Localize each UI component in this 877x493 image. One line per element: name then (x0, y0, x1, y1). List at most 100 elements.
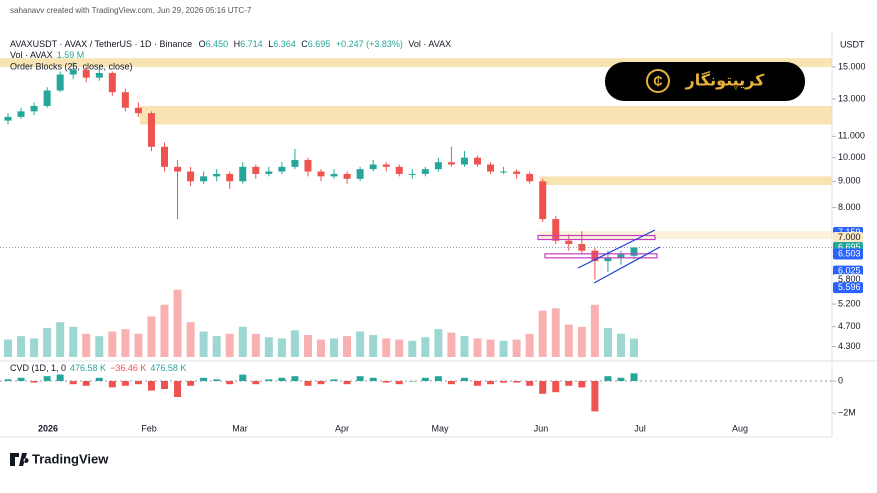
cvd-bar (56, 374, 64, 381)
volume-bar (251, 333, 260, 357)
candle-body (460, 157, 468, 165)
volume-bar (147, 316, 156, 357)
candle-body (161, 146, 168, 167)
volume-bar (369, 334, 378, 357)
order-block (537, 234, 656, 241)
candle-body (43, 90, 51, 106)
cvd-bar (226, 381, 234, 385)
cvd-bar (239, 374, 247, 381)
o-value: 6.450 (206, 39, 229, 49)
volume-bar (499, 340, 508, 357)
order-block (544, 253, 658, 259)
cvd-bar (121, 381, 129, 386)
cvd-bar (474, 381, 481, 386)
volume-bar (395, 339, 404, 357)
price-tag (833, 282, 863, 294)
brand: TradingView (10, 451, 109, 466)
y-tick-label: 10.000 (838, 152, 866, 162)
cvd-legend: CVD (1D, 1, 0 476.58 K −36.46 K 476.58 K (10, 363, 186, 373)
volume-bar (4, 339, 12, 357)
candle-body (356, 169, 364, 179)
volume-bar (173, 289, 182, 357)
cvd-bar (526, 381, 534, 386)
vol-key: Vol · AVAX (10, 50, 53, 60)
candle-body (539, 181, 547, 220)
price-tag (833, 232, 863, 244)
candle-body (134, 107, 142, 114)
cvd-bar (161, 381, 168, 389)
candle-body (147, 113, 155, 147)
candle-body (408, 173, 416, 175)
candle-body (174, 166, 182, 172)
channel-upper (577, 229, 656, 269)
volume-bar (69, 326, 78, 357)
cvd-bar (382, 381, 390, 383)
volume-bar (30, 338, 39, 357)
symbol-legend: AVAXUSDT · AVAX / TetherUS · 1D · Binanc… (10, 39, 451, 49)
brand-icon (10, 453, 29, 466)
candle-body (474, 157, 481, 165)
cvd-bar (4, 379, 12, 381)
l-value: 6.364 (273, 39, 296, 49)
volume-bar (108, 331, 117, 357)
cvd-bar (369, 377, 377, 381)
cvd-bar (513, 381, 521, 383)
cvd-bar (617, 377, 625, 381)
volume-bar (95, 336, 104, 357)
x-tick-label: Jul (634, 423, 646, 433)
price-tag-label: 6.025 (838, 265, 861, 275)
candle-body (617, 254, 625, 258)
candle-body (82, 69, 90, 78)
change: +0.247 (+3.83%) (336, 39, 403, 49)
volume-bar (577, 326, 586, 357)
price-tag-label: 5.596 (838, 282, 861, 292)
volume-bar (538, 310, 547, 357)
volume-bar (277, 338, 286, 357)
candle-body (278, 166, 286, 172)
logo-text: کریپتونگار (685, 71, 766, 91)
candle-body (95, 72, 103, 78)
volume-bar (473, 338, 482, 357)
supply-zone (0, 58, 832, 67)
brand-name: TradingView (32, 451, 109, 466)
volume-bar (290, 330, 299, 357)
cvd-bar (434, 376, 442, 381)
cvd-bar (200, 377, 208, 381)
x-tick-label: Jun (534, 423, 549, 433)
candle-body (239, 166, 247, 182)
volume-bar (421, 337, 430, 357)
cvd-bar (591, 381, 599, 412)
candle-body (526, 173, 534, 182)
candle-body (395, 166, 403, 174)
cvd-bar (213, 379, 221, 381)
cvd-bar (356, 376, 364, 381)
volume-bar (564, 324, 573, 357)
volume-bar (382, 338, 391, 357)
cvd-bar (552, 381, 560, 393)
candle-body (343, 173, 351, 179)
cvd-bar (578, 381, 586, 388)
x-tick-label: Feb (141, 423, 157, 433)
candle-body (369, 164, 377, 170)
price-tag (833, 248, 863, 260)
cvd-bar (187, 381, 195, 386)
cvd-bar (630, 373, 638, 381)
volume-bar (356, 331, 365, 357)
price-tag-label: 6.695 (838, 242, 861, 252)
cvd-bar (174, 381, 182, 397)
candle-body (565, 240, 573, 245)
candle-body (265, 171, 273, 174)
cvd-bar (539, 381, 547, 394)
volume-bar (134, 333, 143, 357)
candle-body (213, 173, 221, 177)
cvd-v1: 476.58 K (70, 363, 106, 373)
cvd-tick-label: −2M (838, 407, 856, 417)
cvd-tick-label: 0 (838, 375, 843, 385)
indicator-legend: Order Blocks (25, close, close) (10, 61, 133, 71)
currency: USDT (840, 39, 865, 49)
y-tick-label: 5.200 (838, 298, 861, 308)
cvd-bar (82, 381, 90, 386)
candle-body (330, 173, 338, 177)
candle-body (30, 105, 38, 112)
